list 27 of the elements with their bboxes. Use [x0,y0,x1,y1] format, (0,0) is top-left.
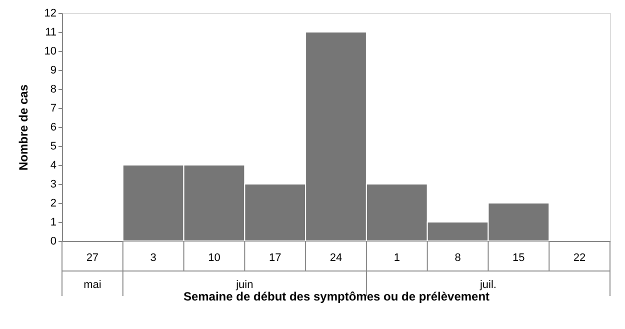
y-tick-label: 5 [50,140,56,152]
x-tick-label: 27 [86,252,99,264]
y-tick-label: 11 [45,26,56,38]
y-tick-label: 3 [50,178,56,190]
x-tick-label: 3 [150,252,156,264]
y-axis-title: Nombre de cas [16,84,30,171]
x-tick-label: 8 [454,252,461,264]
x-axis-title: Semaine de début des symptômes ou de prélèvement [183,290,490,304]
y-tick-label: 9 [50,64,56,76]
y-tick-label: 6 [50,122,56,134]
x-tick-label: 15 [512,252,525,264]
x-tick-label: 24 [330,252,342,264]
y-tick-label: 2 [50,198,56,210]
y-tick-label: 7 [50,102,56,114]
y-tick-label: 1 [50,216,56,228]
y-tick-label: 8 [50,84,56,96]
text: juin [235,279,254,291]
y-tick-label: 4 [50,160,56,172]
y-tick-label: 0 [50,236,56,248]
x-tick-label: 22 [573,252,586,264]
text: mai [84,279,102,291]
y-tick-label: 10 [44,46,56,58]
x-tick-label: 10 [208,252,220,264]
text: juil. [478,279,496,291]
x-tick-label: 1 [394,252,400,264]
x-tick-label: 17 [268,252,282,264]
y-tick-label: 12 [44,8,56,20]
